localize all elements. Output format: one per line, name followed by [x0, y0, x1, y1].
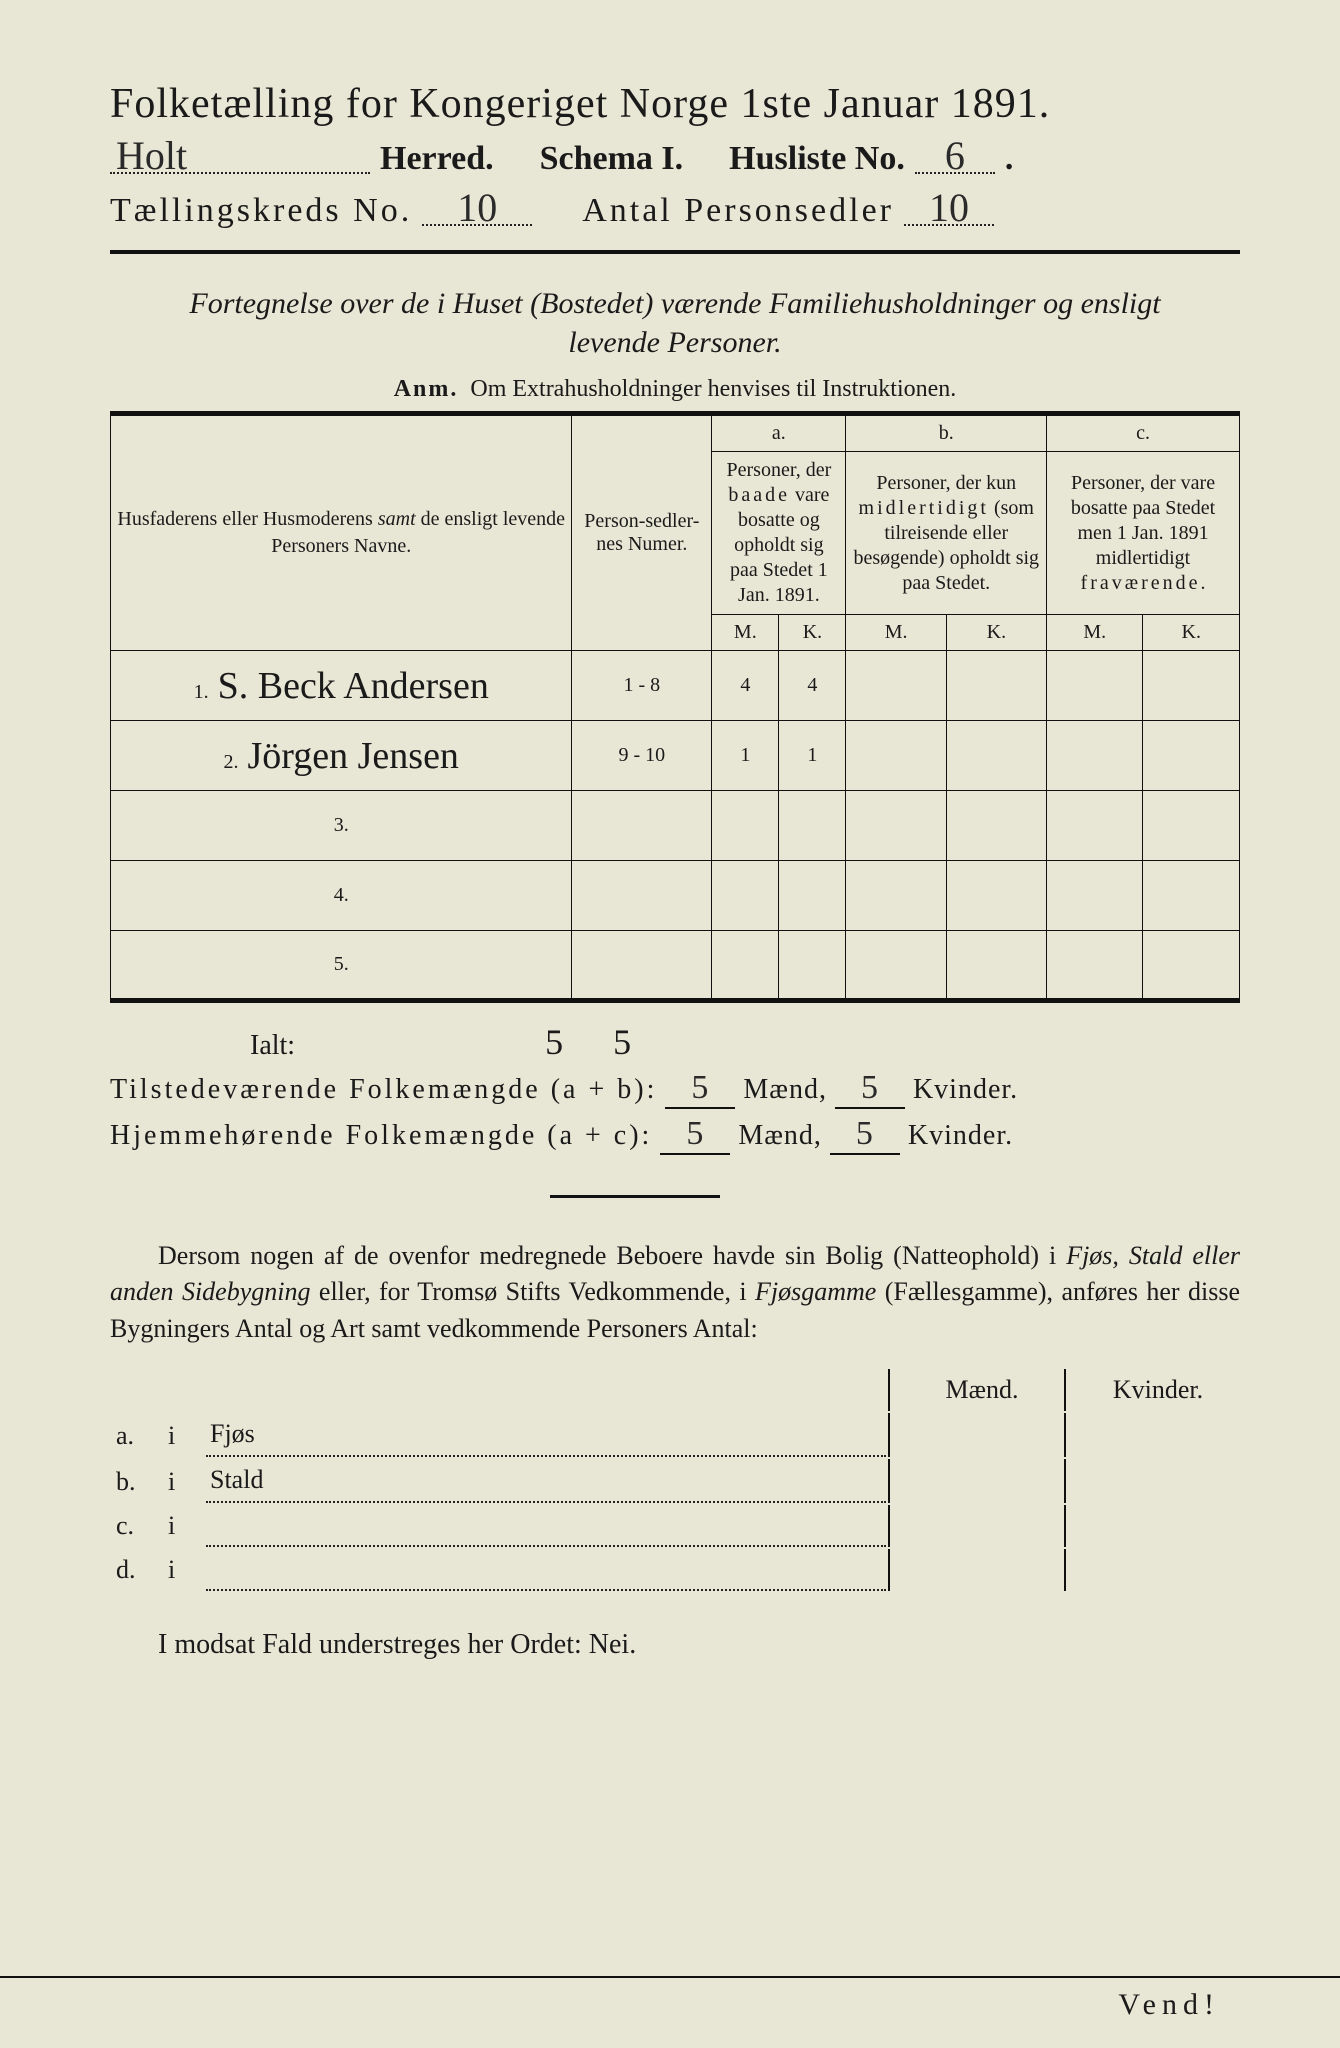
divider-rule [110, 250, 1240, 254]
antal-label: Antal Personsedler [582, 192, 894, 230]
subtitle: Fortegnelse over de i Huset (Bostedet) v… [150, 284, 1200, 362]
hjemme-m-label: Mænd, [738, 1120, 822, 1152]
anm-label: Anm. [394, 376, 459, 402]
main-table: Husfaderens eller Husmoderens samt de en… [110, 411, 1240, 1003]
row-name: Jörgen Jensen [244, 735, 459, 777]
tilstede-line: Tilstedeværende Folkemængde (a + b): 5 M… [110, 1069, 1240, 1109]
sub-row: b. i Stald [112, 1459, 1238, 1503]
table-row: 2. Jörgen Jensen 9 - 10 1 1 [111, 721, 1240, 791]
row-a-m: 1 [712, 721, 779, 791]
census-form-page: Folketælling for Kongeriget Norge 1ste J… [0, 0, 1340, 1721]
anm-text: Om Extrahusholdninger henvises til Instr… [470, 376, 956, 402]
col-header-names: Husfaderens eller Husmoderens samt de en… [111, 414, 572, 651]
row-c-m [1047, 721, 1143, 791]
ialt-row: Ialt: 5 5 [250, 1021, 1240, 1063]
sub-row: a. i Fjøs [112, 1413, 1238, 1457]
row-a-k: 4 [779, 651, 846, 721]
subhead-k: Kvinder. [1078, 1369, 1238, 1411]
header-line-2: Holt Herred. Schema I. Husliste No. 6 . [110, 138, 1240, 178]
table-row: 5. [111, 931, 1240, 1001]
schema-label: Schema I. [540, 140, 684, 178]
header-line-3: Tællingskreds No. 10 Antal Personsedler … [110, 190, 1240, 230]
table-row: 1. S. Beck Andersen 1 - 8 4 4 [111, 651, 1240, 721]
sub-row: d. i [112, 1549, 1238, 1591]
nei-line: I modsat Fald understreges her Ordet: Ne… [110, 1629, 1240, 1661]
tilstede-label: Tilstedeværende Folkemængde (a + b): [110, 1074, 657, 1106]
col-c-k: K. [1143, 615, 1240, 651]
kreds-label: Tællingskreds No. [110, 192, 412, 230]
hjemme-k-label: Kvinder. [908, 1120, 1013, 1152]
hjemme-m: 5 [660, 1115, 730, 1155]
col-header-b-text: Personer, der kun midlertidigt (som tilr… [846, 452, 1047, 615]
row-b-k [946, 651, 1046, 721]
paragraph-instructions: Dersom nogen af de ovenfor medregnede Be… [110, 1238, 1240, 1347]
anm-note: Anm. Om Extrahusholdninger henvises til … [110, 376, 1240, 403]
col-header-c-letter: c. [1047, 414, 1240, 452]
row-c-k [1143, 721, 1240, 791]
col-a-m: M. [712, 615, 779, 651]
row-numer: 9 - 10 [572, 721, 712, 791]
tilstede-m: 5 [665, 1069, 735, 1109]
hjemme-line: Hjemmehørende Folkemængde (a + c): 5 Mæn… [110, 1115, 1240, 1155]
col-header-a-text: Personer, der baade vare bosatte og opho… [712, 452, 846, 615]
short-divider [550, 1195, 720, 1198]
ialt-label: Ialt: [250, 1030, 295, 1062]
herred-value: Holt [110, 138, 370, 174]
row-numer: 1 - 8 [572, 651, 712, 721]
row-a-m: 4 [712, 651, 779, 721]
subhead-m: Mænd. [902, 1369, 1062, 1411]
col-header-b-letter: b. [846, 414, 1047, 452]
col-c-m: M. [1047, 615, 1143, 651]
row-b-k [946, 721, 1046, 791]
row-c-k [1143, 651, 1240, 721]
row-b-m [846, 651, 946, 721]
husliste-value: 6 [915, 138, 995, 174]
table-row: 4. [111, 861, 1240, 931]
col-header-a-letter: a. [712, 414, 846, 452]
row-a-k: 1 [779, 721, 846, 791]
tilstede-k: 5 [835, 1069, 905, 1109]
kreds-value: 10 [422, 190, 532, 226]
sub-row: c. i [112, 1505, 1238, 1547]
row-b-m [846, 721, 946, 791]
antal-value: 10 [904, 190, 994, 226]
col-header-c-text: Personer, der vare bosatte paa Stedet me… [1047, 452, 1240, 615]
tilstede-m-label: Mænd, [743, 1074, 827, 1106]
row-c-m [1047, 651, 1143, 721]
ialt-a-m: 5 [545, 1021, 563, 1063]
ialt-a-k: 5 [613, 1021, 631, 1063]
col-a-k: K. [779, 615, 846, 651]
table-row: 3. [111, 791, 1240, 861]
sub-table: Mænd. Kvinder. a. i Fjøs b. i Stald c. i… [110, 1367, 1240, 1593]
row-name: S. Beck Andersen [214, 665, 489, 707]
herred-label: Herred. [380, 140, 494, 178]
hjemme-k: 5 [830, 1115, 900, 1155]
col-b-k: K. [946, 615, 1046, 651]
page-title: Folketælling for Kongeriget Norge 1ste J… [110, 80, 1240, 128]
vend-label: Vend! [1118, 1988, 1220, 2022]
husliste-label: Husliste No. [729, 140, 905, 178]
footer-rule: Vend! [0, 1976, 1340, 1978]
tilstede-k-label: Kvinder. [913, 1074, 1018, 1106]
col-header-numer: Person-sedler-nes Numer. [572, 414, 712, 651]
col-b-m: M. [846, 615, 946, 651]
hjemme-label: Hjemmehørende Folkemængde (a + c): [110, 1120, 652, 1152]
